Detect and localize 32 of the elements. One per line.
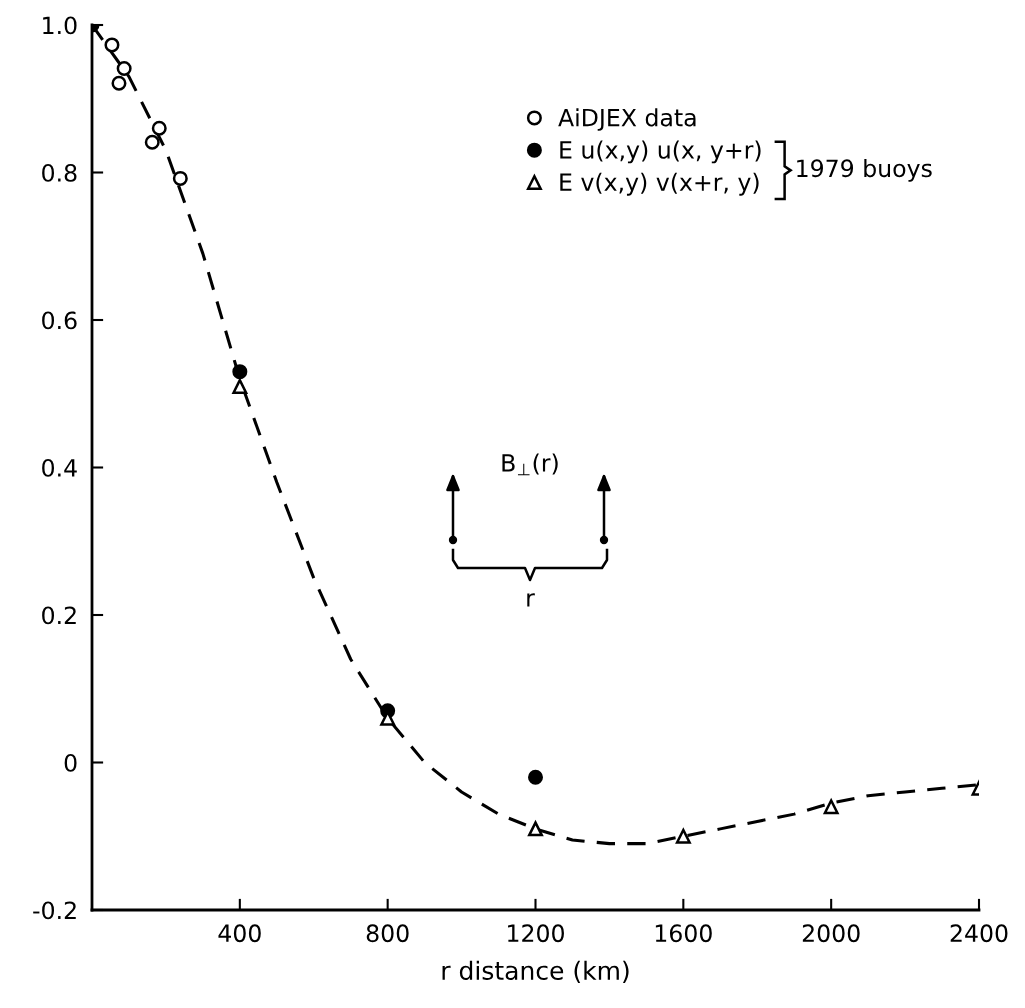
y-tick-label: 0.2 — [42, 606, 76, 625]
point — [232, 364, 248, 380]
point — [116, 61, 132, 77]
point — [144, 134, 160, 150]
x-tick-label: 1600 — [655, 924, 712, 943]
x-tick-label: 2400 — [950, 924, 1008, 943]
x-tick-label: 2000 — [802, 924, 860, 943]
point — [104, 37, 120, 53]
x-tick-label: 400 — [218, 924, 261, 943]
y-tick-label: 1.0 — [43, 16, 77, 35]
point — [111, 75, 127, 91]
point — [232, 378, 248, 394]
y-tick-label: -0.2 — [33, 901, 76, 920]
point — [151, 120, 167, 136]
y-tick-label: 0.4 — [42, 458, 77, 477]
x-tick-label: 1200 — [508, 924, 564, 943]
x-axis-title: r distance (km) — [442, 960, 629, 983]
point — [675, 828, 691, 844]
annotation: r — [527, 593, 535, 607]
y-tick-label: 0 — [64, 753, 77, 772]
legend-label: E u(x,y) u(x, y+r) — [560, 140, 761, 164]
x-tick-label: 800 — [366, 924, 409, 943]
y-tick-label: 0.6 — [42, 311, 77, 330]
annotation: 1979 buoys — [797, 158, 932, 182]
point — [823, 799, 839, 815]
point — [528, 769, 543, 785]
legend-label: AiDJEX data — [558, 108, 696, 131]
annotation: B$_{⊥}$(r) — [502, 453, 558, 476]
y-tick-label: 0.8 — [42, 163, 77, 182]
legend-label: E v(x,y) v(x+r, y) — [560, 172, 759, 196]
point — [528, 821, 543, 837]
point — [172, 170, 188, 186]
